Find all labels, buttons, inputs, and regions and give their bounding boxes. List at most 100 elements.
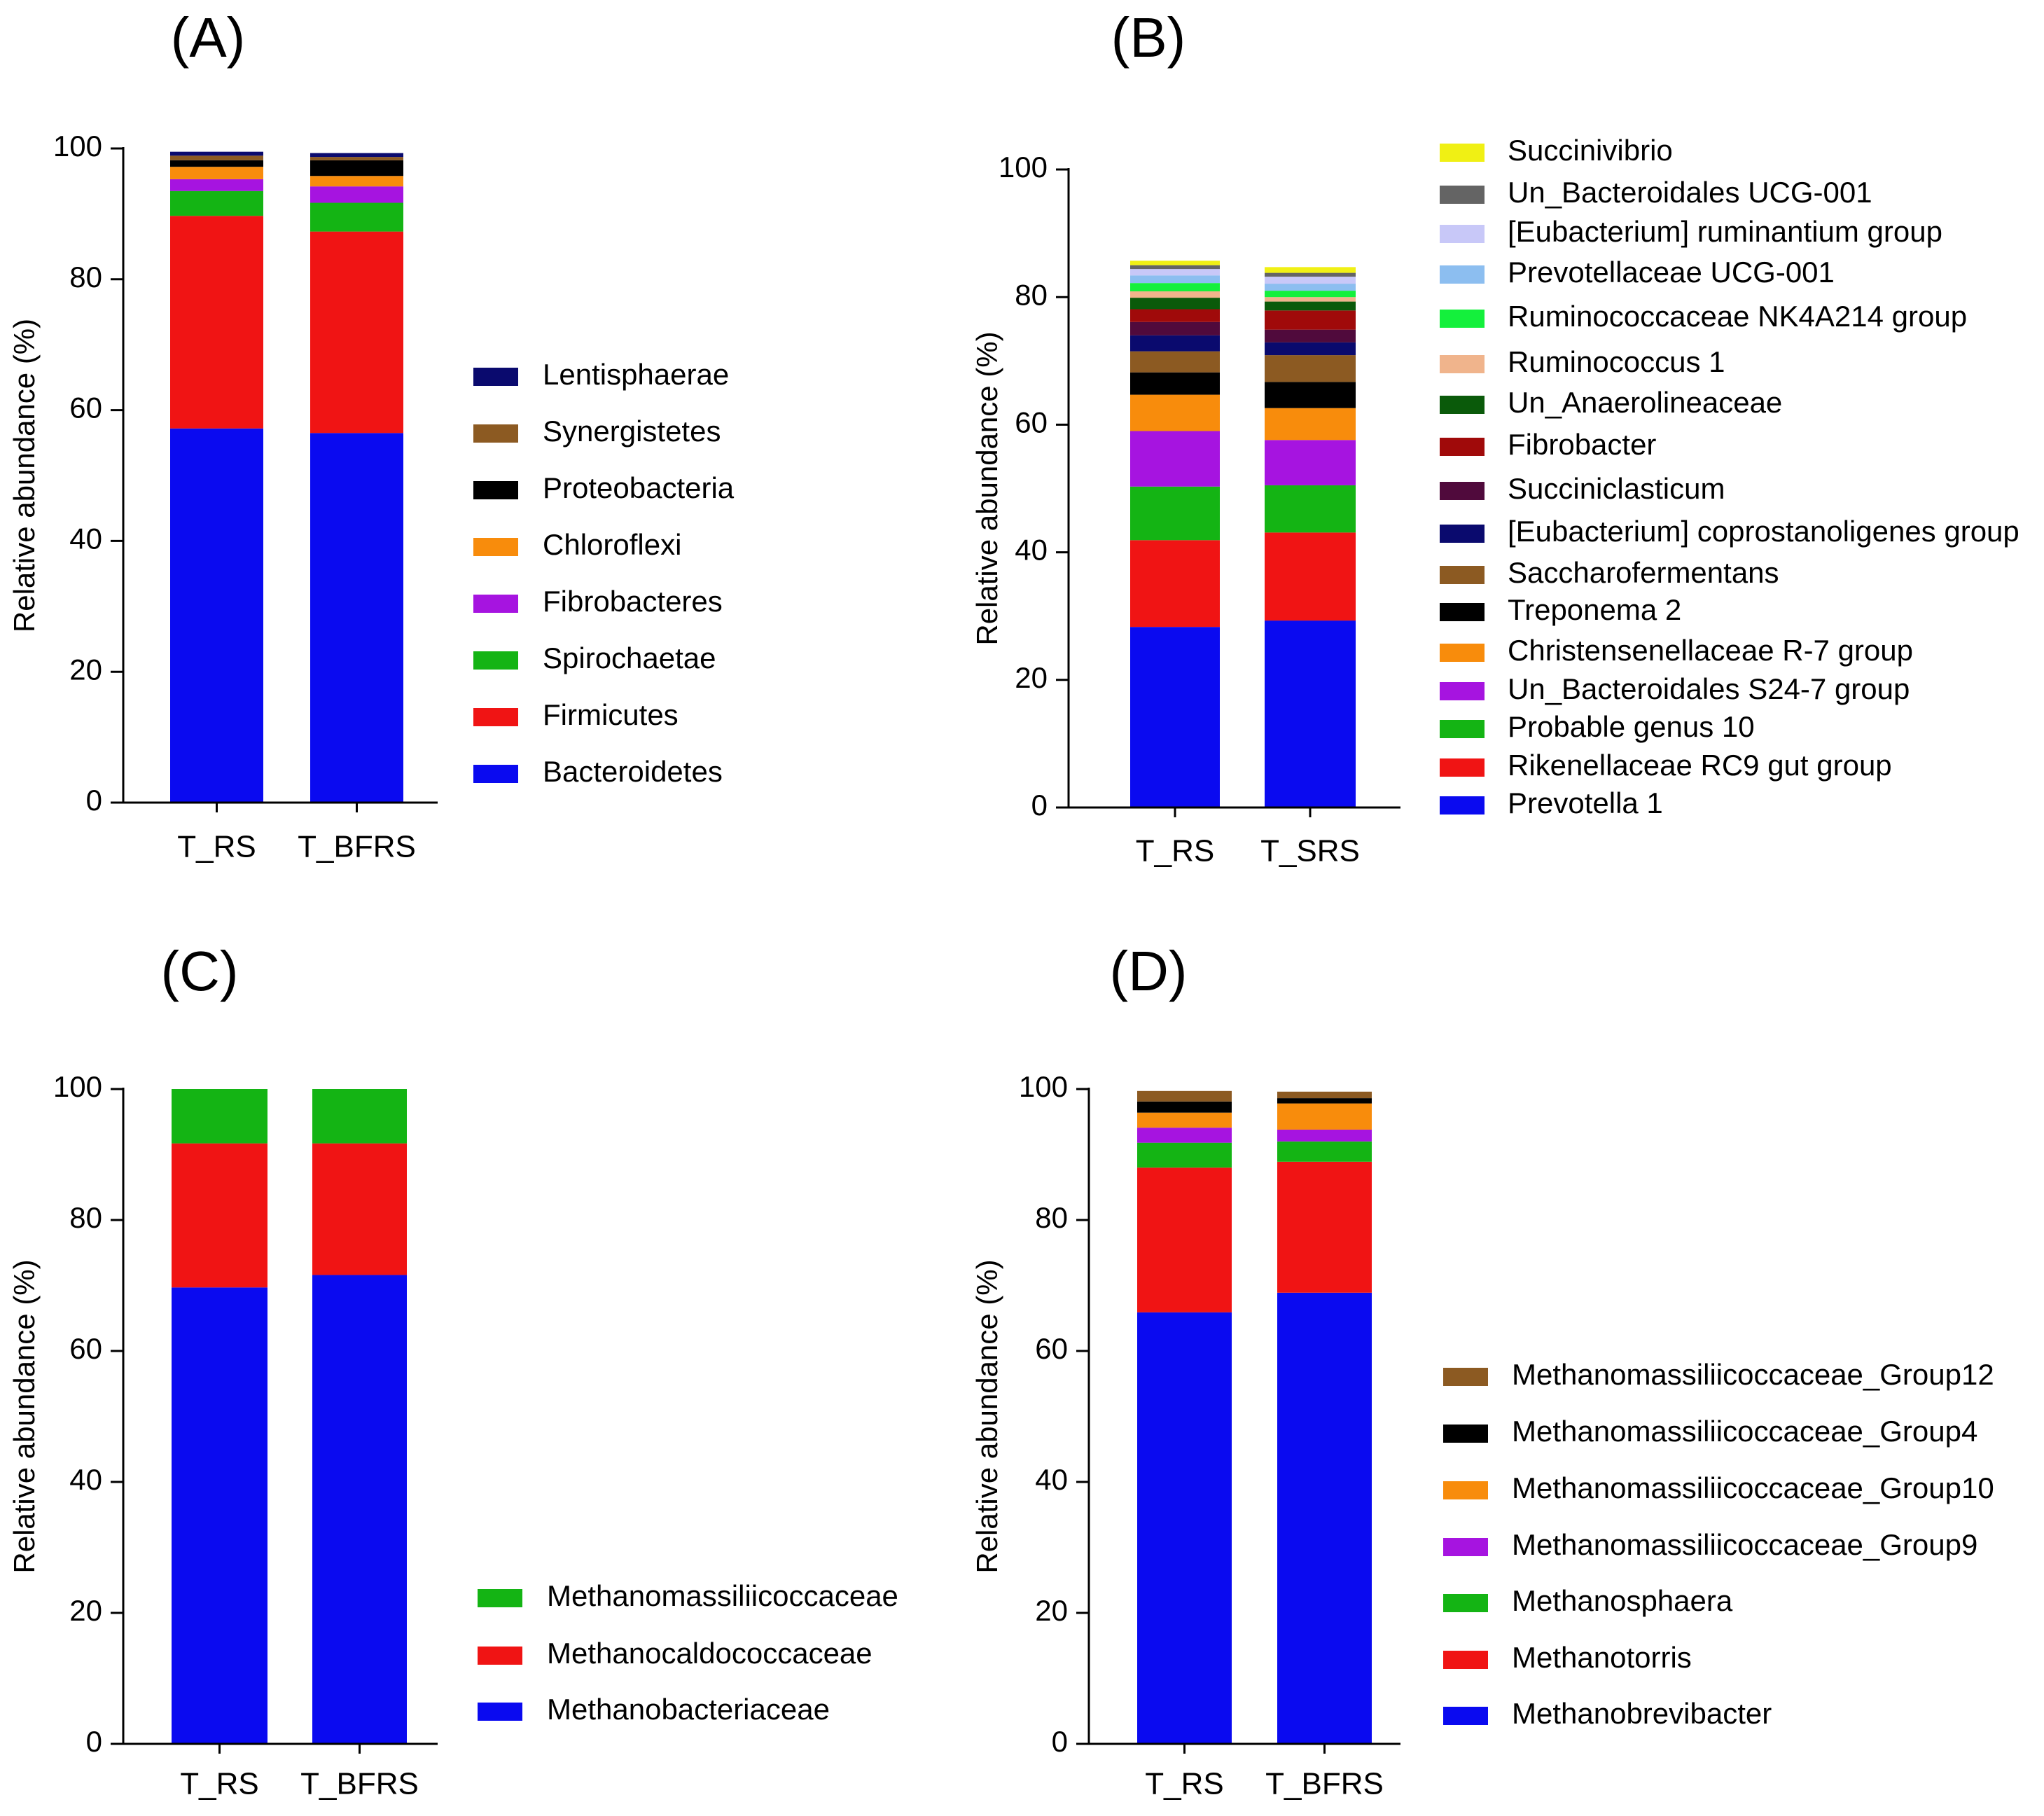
legend-entry: Un_Bacteroidales S24-7 group [1508,672,1910,705]
legend-entry: Treponema 2 [1508,593,1681,626]
bar-segment [312,1143,407,1275]
bar-segment [1130,309,1220,322]
x-tick-label: T_BFRS [300,1767,419,1801]
legend-swatch [1440,525,1485,543]
bar-segment [310,202,403,232]
legend-swatch [473,595,518,613]
legend-entry: Chloroflexi [543,528,681,561]
bar-segment [170,167,263,179]
bar-segment [1130,269,1220,276]
bar-segment [170,216,263,429]
bar-segment [1137,1090,1232,1102]
bar-segment [1137,1128,1232,1143]
bar-segment [1277,1103,1372,1130]
bar-segment [172,1287,267,1744]
bar-segment [1265,301,1356,311]
bar-segment [172,1143,267,1288]
y-tick-label: 60 [69,1332,102,1365]
legend-swatch [1440,144,1485,162]
bar-segment [172,1089,267,1144]
y-tick-label: 20 [69,1594,102,1627]
bar-segment [310,433,403,803]
bar-segment [1265,382,1356,408]
legend-swatch [1440,644,1485,662]
legend-swatch [473,368,518,386]
legend-swatch [1443,1651,1488,1669]
bar-segment [1130,275,1220,284]
panel-c: (C) T_RS T_BFRS 0 20 40 60 80 100 Relative abunda… [8,940,898,1801]
bar-segment [1130,265,1220,270]
y-tick-label: 20 [1015,661,1048,694]
legend-swatch [1443,1538,1488,1556]
bar-segment [1277,1129,1372,1142]
bar-segment [1265,485,1356,533]
legend-entry: Christensenellaceae R-7 group [1508,634,1913,667]
legend-swatch [1443,1707,1488,1725]
x-tick-label: T_RS [1145,1767,1223,1801]
legend-swatch [473,651,518,670]
y-tick-label: 100 [53,130,102,162]
y-tick-label: 40 [69,1463,102,1496]
legend-swatch [1440,720,1485,738]
legend-swatch [1440,310,1485,328]
bar-segment [1130,540,1220,628]
legend-entry: Saccharofermentans [1508,556,1779,589]
y-tick-label: 40 [1035,1463,1068,1496]
legend-entry: Un_Anaerolineaceae [1508,386,1782,419]
y-tick-label: 100 [999,151,1048,183]
bar-segment [1265,329,1356,342]
y-axis-title: Relative abundance (%) [8,319,41,632]
bar-segment [1277,1292,1372,1744]
legend-swatch [473,765,518,783]
legend-entry: Ruminococcus 1 [1508,345,1725,378]
panel-b: (B) T_RS T_SRS 0 20 40 60 80 100 Relative abundan… [971,6,2019,868]
bar-segment [310,160,403,176]
bar-segment [170,190,263,216]
y-tick-label: 80 [69,1201,102,1234]
legend-entry: Methanomassiliicoccaceae [547,1579,898,1612]
bar-segment [1137,1101,1232,1113]
panel-label: (B) [1111,6,1186,69]
x-tick-label: T_RS [177,830,256,864]
legend-entry: Spirochaetae [543,642,716,674]
legend-entry: Ruminococcaceae NK4A214 group [1508,300,1967,333]
legend-entry: [Eubacterium] coprostanoligenes group [1508,515,2019,548]
bar-segment [312,1275,407,1744]
bar-segment [1265,621,1356,808]
legend-swatch [1440,186,1485,204]
bar-segment [310,157,403,160]
y-tick-label: 20 [1035,1594,1068,1627]
x-tick-label: T_BFRS [298,830,416,864]
legend-entry: Bacteroidetes [543,755,723,788]
legend-swatch [478,1703,522,1721]
legend-swatch [478,1647,522,1665]
bar-segment [1137,1112,1232,1128]
x-tick-label: T_RS [1136,834,1214,868]
bar-segment [1130,291,1220,298]
legend-swatch [1440,796,1485,815]
legend-entry: Methanocaldococcaceae [547,1637,872,1670]
legend-swatch [1440,566,1485,584]
y-tick-label: 80 [1015,278,1048,311]
bar-segment [1137,1142,1232,1168]
bar-segment [1277,1091,1372,1099]
bar-segment [170,160,263,167]
bar-segment [1137,1167,1232,1312]
legend-swatch [1443,1481,1488,1499]
y-tick-label: 40 [69,522,102,555]
legend: Bacteroidetes Firmicutes Spirochaetae Fibro… [473,358,735,788]
bar-segment [170,179,263,191]
bar-segment [170,151,263,156]
bar-segment [310,186,403,203]
bar-segment [170,155,263,160]
x-tick-label: T_BFRS [1265,1767,1384,1801]
y-axis-title: Relative abundance (%) [8,1259,41,1573]
legend-swatch [1440,603,1485,621]
bar-segment [310,153,403,158]
legend-entry: [Eubacterium] ruminantium group [1508,215,1942,248]
panel-a: (A) T_RS T_BFRS 0 20 40 60 80 100 Relative abunda… [8,6,735,864]
legend-entry: Methanobacteriaceae [547,1693,830,1726]
legend-entry: Methanotorris [1512,1641,1692,1674]
y-tick-label: 0 [86,784,102,817]
legend: Methanobacteriaceae Methanocaldococcaceae… [478,1579,898,1726]
